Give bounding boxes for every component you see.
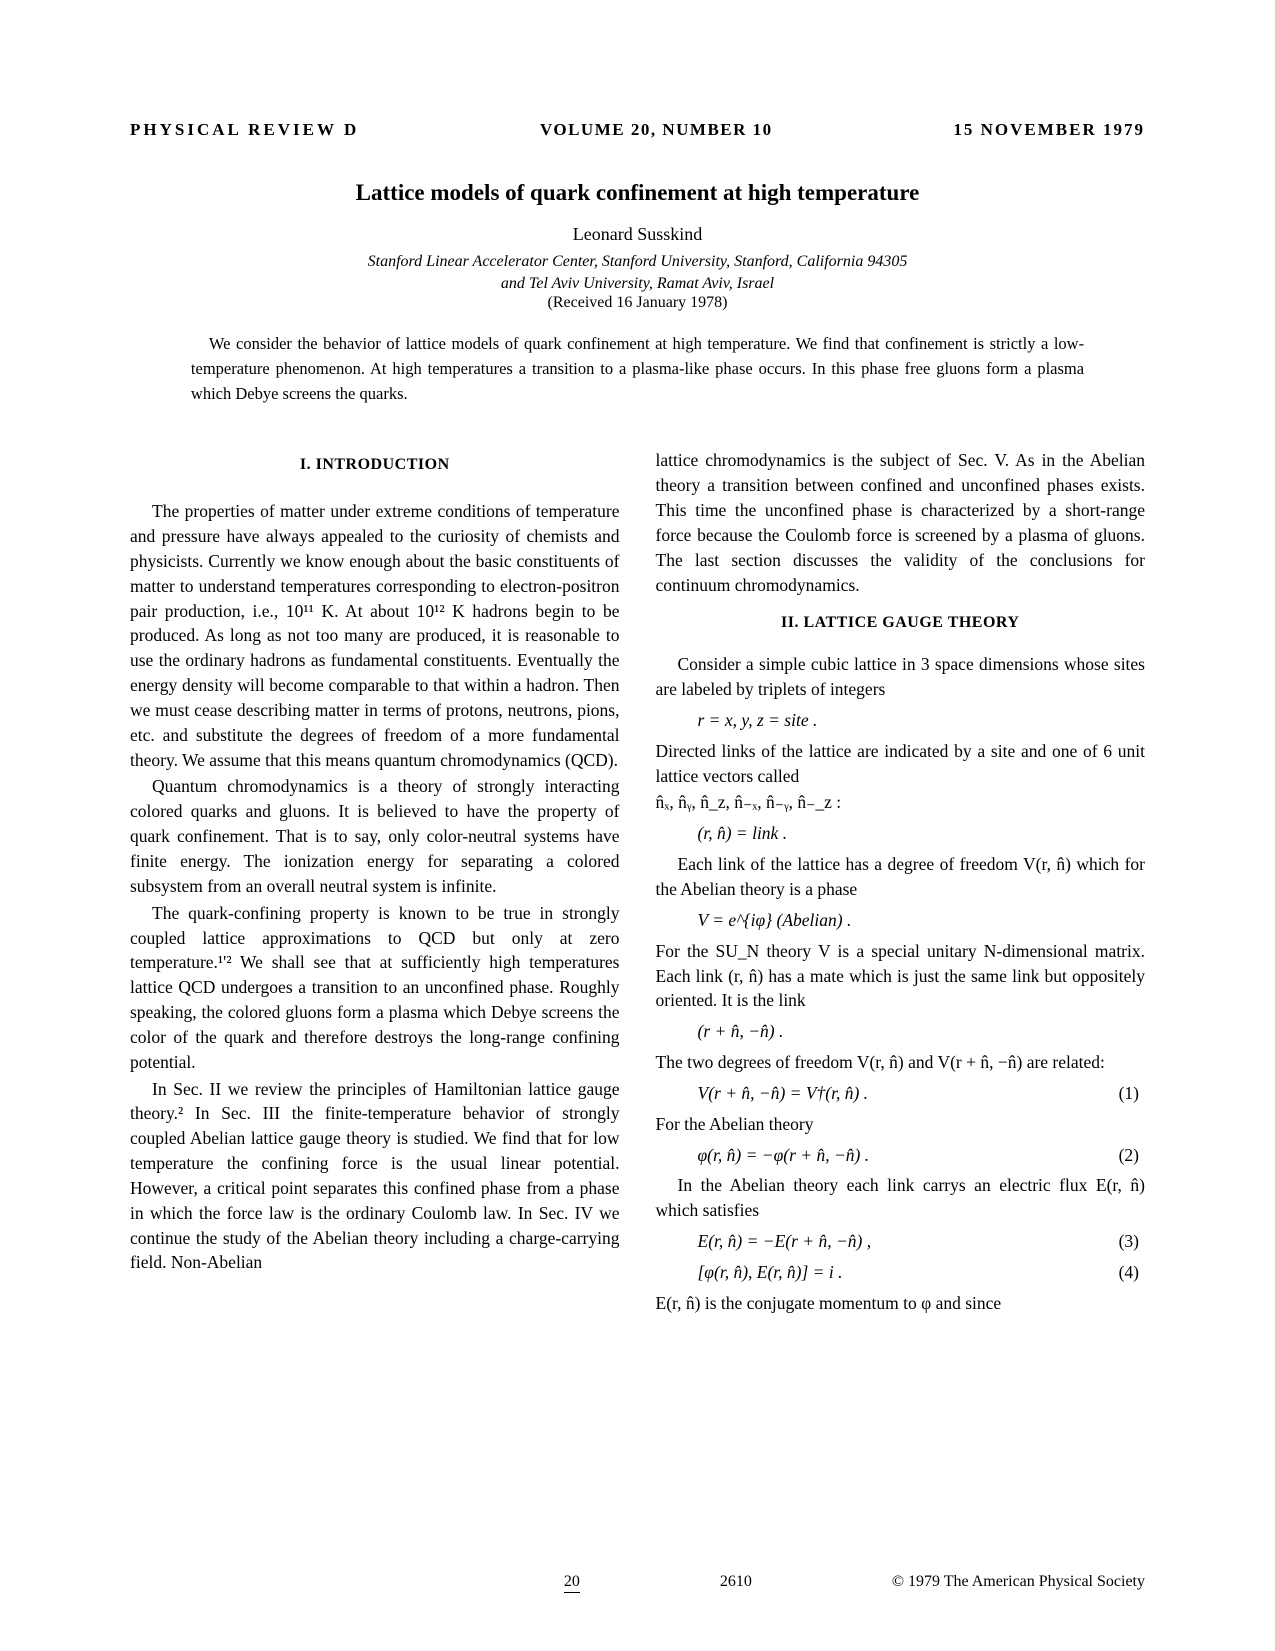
intro-para-2: Quantum chromodynamics is a theory of st… bbox=[130, 774, 620, 898]
lattice-para-6: For the Abelian theory bbox=[656, 1112, 1146, 1137]
lattice-para-8: E(r, n̂) is the conjugate momentum to φ … bbox=[656, 1291, 1146, 1316]
intro-para-5: lattice chromodynamics is the subject of… bbox=[656, 448, 1146, 597]
equation-3: E(r, n̂) = −E(r + n̂, −n̂) ,(3) bbox=[698, 1229, 1146, 1254]
author-name: Leonard Susskind bbox=[130, 224, 1145, 245]
eqnum-1: (1) bbox=[1119, 1081, 1145, 1106]
lattice-para-7: In the Abelian theory each link carrys a… bbox=[656, 1173, 1146, 1223]
eqnum-2: (2) bbox=[1119, 1143, 1145, 1168]
equation-2: φ(r, n̂) = −φ(r + n̂, −n̂) .(2) bbox=[698, 1143, 1146, 1168]
eqnum-4: (4) bbox=[1119, 1260, 1145, 1285]
lattice-para-3: Each link of the lattice has a degree of… bbox=[656, 852, 1146, 902]
equation-1: V(r + n̂, −n̂) = V†(r, n̂) .(1) bbox=[698, 1081, 1146, 1106]
section-heading-lattice: II. LATTICE GAUGE THEORY bbox=[656, 612, 1146, 635]
equation-4: [φ(r, n̂), E(r, n̂)] = i .(4) bbox=[698, 1260, 1146, 1285]
lattice-para-5: The two degrees of freedom V(r, n̂) and … bbox=[656, 1050, 1146, 1075]
equation-mate: (r + n̂, −n̂) . bbox=[698, 1019, 1146, 1044]
abstract: We consider the behavior of lattice mode… bbox=[191, 332, 1084, 406]
journal-name: PHYSICAL REVIEW D bbox=[130, 120, 359, 140]
lattice-para-1: Consider a simple cubic lattice in 3 spa… bbox=[656, 652, 1146, 702]
footer-volume: 20 bbox=[564, 1573, 580, 1593]
lattice-para-4: For the SU_N theory V is a special unita… bbox=[656, 939, 1146, 1014]
affiliation-line-2: and Tel Aviv University, Ramat Aviv, Isr… bbox=[130, 273, 1145, 295]
equation-site: r = x, y, z = site . bbox=[698, 708, 1146, 733]
issue-date: 15 NOVEMBER 1979 bbox=[953, 120, 1145, 140]
page: PHYSICAL REVIEW D VOLUME 20, NUMBER 10 1… bbox=[0, 0, 1275, 1651]
lattice-para-2b: n̂ₓ, n̂ᵧ, n̂_z, n̂₋ₓ, n̂₋ᵧ, n̂₋_z : bbox=[656, 790, 1146, 815]
left-column: I. INTRODUCTION The properties of matter… bbox=[130, 448, 620, 1317]
page-footer: 20 2610 © 1979 The American Physical Soc… bbox=[130, 1573, 1145, 1593]
affiliation-line-1: Stanford Linear Accelerator Center, Stan… bbox=[130, 251, 1145, 273]
intro-para-4: In Sec. II we review the principles of H… bbox=[130, 1077, 620, 1276]
abstract-text: We consider the behavior of lattice mode… bbox=[191, 334, 1084, 403]
right-column: lattice chromodynamics is the subject of… bbox=[656, 448, 1146, 1317]
footer-copyright: © 1979 The American Physical Society bbox=[892, 1573, 1145, 1593]
body-columns: I. INTRODUCTION The properties of matter… bbox=[130, 448, 1145, 1317]
received-date: (Received 16 January 1978) bbox=[130, 294, 1145, 312]
equation-abelian: V = e^{iφ} (Abelian) . bbox=[698, 908, 1146, 933]
volume-number: VOLUME 20, NUMBER 10 bbox=[540, 120, 773, 140]
eqnum-3: (3) bbox=[1119, 1229, 1145, 1254]
section-heading-intro: I. INTRODUCTION bbox=[130, 454, 620, 477]
footer-page-number: 2610 bbox=[720, 1573, 752, 1593]
intro-para-1: The properties of matter under extreme c… bbox=[130, 499, 620, 772]
article-title: Lattice models of quark confinement at h… bbox=[130, 180, 1145, 206]
equation-link: (r, n̂) = link . bbox=[698, 821, 1146, 846]
intro-para-3: The quark-confining property is known to… bbox=[130, 901, 620, 1075]
running-header: PHYSICAL REVIEW D VOLUME 20, NUMBER 10 1… bbox=[130, 120, 1145, 140]
lattice-para-2a: Directed links of the lattice are indica… bbox=[656, 739, 1146, 789]
